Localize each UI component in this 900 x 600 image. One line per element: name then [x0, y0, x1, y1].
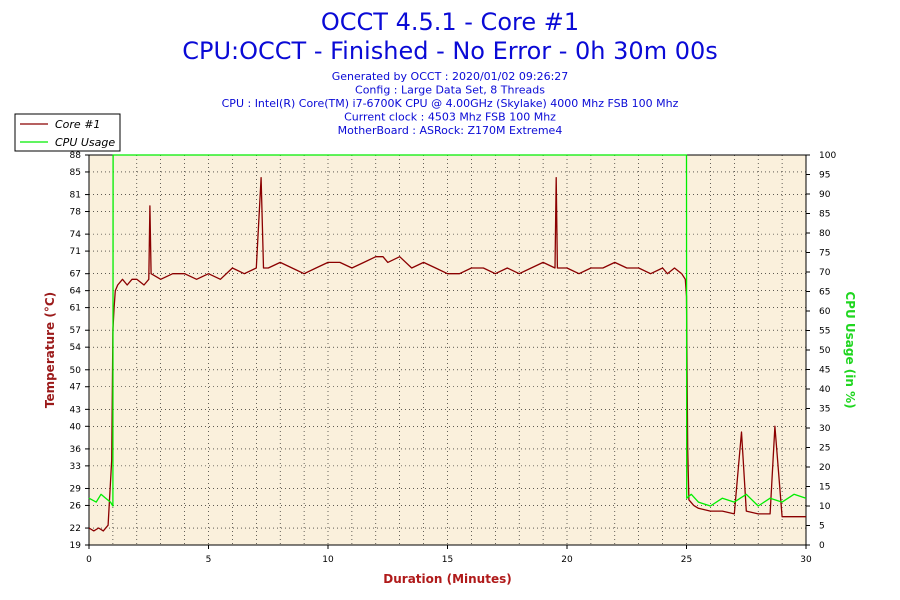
y2-tick-label: 100: [819, 151, 836, 161]
x-tick-label: 0: [86, 555, 92, 565]
x-tick-label: 25: [681, 555, 692, 565]
y-tick-label: 74: [70, 230, 82, 240]
y-tick-label: 26: [70, 501, 82, 511]
y-tick-label: 50: [70, 366, 82, 376]
y-tick-label: 64: [70, 287, 82, 297]
chart-info-line: CPU : Intel(R) Core(TM) i7-6700K CPU @ 4…: [222, 97, 679, 110]
y2-axis-label: CPU Usage (in %): [843, 291, 857, 408]
y2-tick-label: 75: [819, 249, 830, 259]
y2-tick-label: 0: [819, 541, 825, 551]
y-tick-label: 85: [70, 168, 81, 178]
chart-info-line: Generated by OCCT : 2020/01/02 09:26:27: [332, 70, 569, 83]
legend-box: [14, 113, 121, 152]
y-tick-label: 40: [70, 422, 82, 432]
y2-tick-label: 80: [819, 229, 831, 239]
y-tick-label: 29: [70, 484, 82, 494]
y2-tick-label: 15: [819, 483, 830, 493]
y-tick-label: 88: [70, 151, 82, 161]
y-tick-label: 33: [70, 462, 81, 472]
chart-info-line: MotherBoard : ASRock: Z170M Extreme4: [338, 124, 563, 137]
legend-label: Core #1: [55, 118, 100, 131]
y-tick-label: 22: [70, 524, 81, 534]
series-line-cpu-usage: [88, 154, 807, 507]
chart-title: OCCT 4.5.1 - Core #1: [321, 8, 579, 36]
plot-background: [88, 154, 807, 546]
series-line-core-1: [88, 176, 806, 532]
y-tick-label: 71: [70, 247, 81, 257]
plot-area: 1922262933364043475054576164677174788185…: [43, 151, 857, 586]
y2-tick-label: 50: [819, 346, 831, 356]
x-tick-label: 15: [442, 555, 453, 565]
y2-tick-label: 30: [819, 424, 831, 434]
y2-tick-label: 95: [819, 171, 830, 181]
y2-tick-label: 5: [819, 522, 825, 532]
x-tick-label: 10: [322, 555, 334, 565]
y2-tick-label: 10: [819, 502, 831, 512]
y2-tick-label: 60: [819, 307, 831, 317]
y2-tick-label: 65: [819, 288, 830, 298]
y2-tick-label: 20: [819, 463, 831, 473]
y-axis-label: Temperature (°C): [43, 292, 57, 408]
y-tick-label: 54: [70, 343, 82, 353]
y-tick-label: 81: [70, 191, 81, 201]
y2-tick-label: 25: [819, 444, 830, 454]
chart-info-line: Current clock : 4503 Mhz FSB 100 Mhz: [344, 111, 556, 124]
x-tick-label: 5: [206, 555, 212, 565]
y-tick-label: 67: [70, 270, 81, 280]
x-axis-label: Duration (Minutes): [383, 572, 511, 586]
x-tick-label: 30: [800, 555, 812, 565]
y2-tick-label: 40: [819, 385, 831, 395]
x-tick-label: 20: [561, 555, 573, 565]
y-tick-label: 19: [70, 541, 82, 551]
y-tick-label: 61: [70, 304, 81, 314]
legend-label: CPU Usage: [55, 136, 115, 149]
y2-tick-label: 70: [819, 268, 831, 278]
y-tick-label: 78: [70, 208, 82, 218]
y-tick-label: 43: [70, 405, 81, 415]
legend: Core #1 CPU Usage: [14, 113, 121, 152]
y2-tick-label: 35: [819, 405, 830, 415]
y2-tick-label: 55: [819, 327, 830, 337]
y2-tick-label: 45: [819, 366, 830, 376]
y-tick-label: 47: [70, 383, 81, 393]
chart-info-line: Config : Large Data Set, 8 Threads: [355, 84, 545, 97]
y2-tick-label: 85: [819, 210, 830, 220]
y-tick-label: 57: [70, 326, 81, 336]
y2-tick-label: 90: [819, 190, 831, 200]
chart-status: CPU:OCCT - Finished - No Error - 0h 30m …: [182, 37, 718, 65]
y-tick-label: 36: [70, 445, 82, 455]
